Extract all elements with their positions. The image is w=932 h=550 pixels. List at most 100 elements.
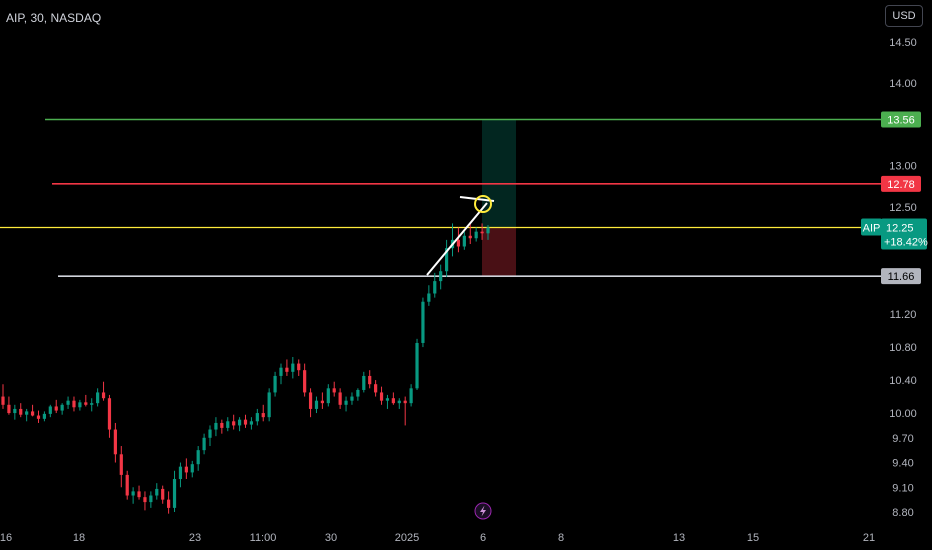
candle-0 [1,384,5,409]
candle-16 [96,388,100,407]
symbol-label[interactable]: AIP, 30, NASDAQ [6,11,102,25]
candle-70 [415,338,419,390]
candle-60 [356,388,360,401]
time-tick-3: 11:00 [250,532,277,544]
candle-78 [462,231,466,250]
candle-64 [379,386,384,405]
candle-75 [444,239,449,277]
candle-18 [107,394,112,438]
current-price-symbol: AIP [863,223,881,235]
candle-20 [119,446,123,488]
horizontal-lines[interactable] [0,118,881,277]
candle-56 [332,381,336,397]
candle-31 [184,458,188,480]
time-tick-2: 23 [189,532,201,544]
candle-22 [131,487,135,504]
candle-33 [196,446,200,471]
candle-8 [48,404,52,418]
time-scale-ticks: 16 18 23 11:00 30 2025 6 8 13 15 21 [0,532,875,544]
candle-76 [450,223,455,257]
candle-36 [214,417,218,437]
lightning-icon[interactable] [474,502,492,520]
candle-2 [13,404,17,420]
current-price-tag: AIP 12.25 +18.42% [861,218,928,250]
candle-15 [90,398,94,412]
candle-39 [232,414,236,430]
candle-27 [161,485,165,504]
price-tick-3: 12.50 [889,202,917,214]
time-tick-0: 16 [0,532,12,544]
candle-71 [421,297,425,348]
candle-49 [291,356,295,379]
candle-65 [385,394,390,409]
candle-7 [42,411,47,422]
candle-77 [456,227,461,253]
candle-24 [143,491,147,511]
candles [1,223,490,514]
candle-4 [25,408,29,422]
candle-62 [368,370,372,389]
candle-9 [54,399,58,414]
candle-12 [72,396,76,412]
price-tag-support: 11.66 [881,268,921,285]
candle-50 [297,359,301,376]
candle-34 [202,433,206,455]
time-tick-8: 13 [673,532,685,544]
candle-80 [474,227,478,242]
candle-25 [149,491,153,508]
candle-47 [279,363,283,385]
candle-28 [167,491,171,514]
candle-57 [338,388,342,409]
candle-26 [155,483,159,500]
candle-17 [101,381,106,401]
candle-73 [433,272,437,298]
price-tick-0: 14.50 [889,37,917,49]
price-tick-4: 11.20 [890,309,917,321]
price-tags: 13.56 12.78 11.66 AIP 12.25 +18.42% [861,111,928,285]
candle-72 [427,285,431,306]
current-price-change: +18.42% [884,237,928,249]
time-tick-5: 2025 [395,532,419,544]
candle-79 [468,223,472,245]
circle-marker[interactable] [474,195,492,213]
candle-38 [226,417,230,432]
candle-21 [125,470,129,500]
candle-55 [326,384,330,407]
candle-82 [486,225,490,240]
price-tick-6: 10.40 [889,375,917,387]
position-stop-zone[interactable] [482,227,516,277]
candle-23 [137,485,141,500]
time-tick-1: 18 [73,532,85,544]
candle-3 [19,403,23,418]
candle-51 [303,363,307,397]
candle-68 [403,396,407,426]
price-tick-9: 9.40 [892,458,913,470]
price-scale-ticks: 14.50 14.00 13.00 12.50 11.20 10.80 10.40 10.00… [889,37,917,519]
candle-74 [439,264,443,290]
drawings[interactable] [426,195,495,276]
candle-10 [60,403,64,415]
time-tick-7: 8 [558,532,564,544]
candle-29 [172,470,177,512]
candle-67 [397,398,401,409]
candle-45 [267,388,271,422]
price-tick-5: 10.80 [889,342,917,354]
candle-37 [220,419,224,434]
candle-14 [84,394,88,407]
candle-41 [243,414,248,428]
time-tick-9: 15 [747,532,759,544]
candle-1 [7,396,11,415]
candle-54 [320,392,324,409]
currency-button[interactable]: USD [885,5,923,27]
price-tag-resistance: 12.78 [881,175,921,192]
price-tick-10: 9.10 [892,482,913,494]
price-tick-2: 13.00 [889,161,917,173]
candle-13 [78,399,82,411]
candle-40 [237,417,242,432]
candle-69 [409,384,413,407]
candle-35 [208,425,212,447]
candle-48 [285,359,289,376]
candle-58 [344,396,348,412]
trendline[interactable] [426,202,488,276]
